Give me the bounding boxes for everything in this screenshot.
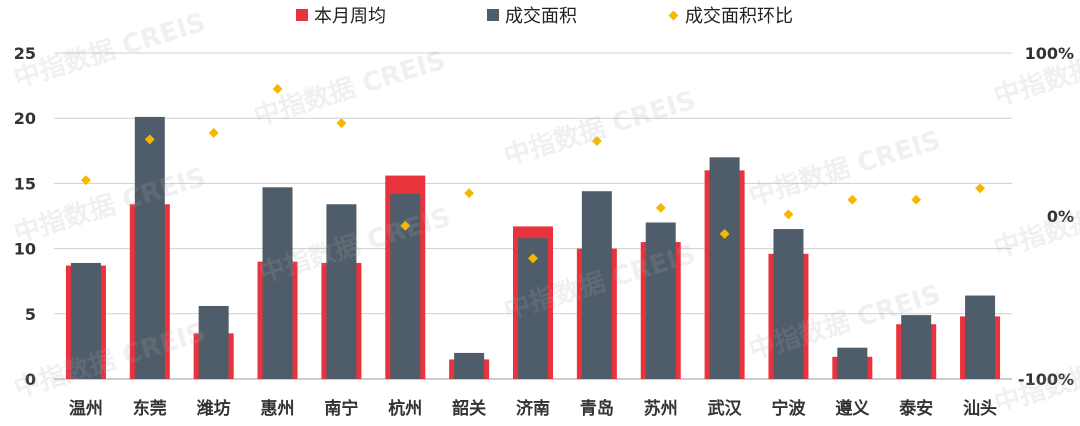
legend-swatch-area — [487, 9, 499, 21]
x-tick-label: 苏州 — [644, 398, 678, 419]
x-tick-label: 遵义 — [835, 398, 869, 419]
point-ratio-遵义 — [847, 194, 858, 205]
y-tick-label: 20 — [14, 109, 36, 128]
point-ratio-宁波 — [783, 209, 794, 220]
y-tick-label: 10 — [14, 240, 36, 259]
bar-area-韶关 — [454, 352, 485, 379]
point-ratio-济南 — [528, 253, 538, 264]
point-ratio-武汉 — [719, 228, 730, 239]
point-ratio-潍坊 — [208, 127, 219, 138]
y-tick-label: 15 — [14, 174, 36, 193]
point-ratio-泰安 — [911, 194, 922, 205]
bar-area-温州 — [70, 262, 101, 379]
bar-area-苏州 — [645, 222, 676, 379]
point-ratio-汕头 — [975, 183, 986, 194]
bar-area-宁波 — [773, 229, 804, 379]
point-ratio-杭州 — [400, 220, 411, 231]
bar-area-泰安 — [901, 315, 932, 379]
y-tick-label: 25 — [14, 44, 36, 63]
x-tick-label: 泰安 — [899, 398, 933, 419]
bar-area-青岛 — [581, 191, 612, 379]
bar-area-南宁 — [326, 204, 357, 379]
x-tick-label: 南宁 — [324, 398, 358, 419]
y-tick-label: 0 — [25, 370, 36, 389]
bar-area-武汉 — [709, 157, 740, 379]
x-tick-label: 武汉 — [708, 398, 743, 419]
x-tick-label: 宁波 — [771, 398, 806, 419]
point-ratio-青岛 — [591, 136, 602, 146]
y2-tick-label: 100% — [1025, 44, 1074, 63]
y2-tick-label: -100% — [1018, 370, 1074, 389]
legend-item-avg: 本月周均 — [296, 2, 386, 28]
legend-swatch-avg — [296, 9, 308, 21]
y-tick-label: 5 — [25, 305, 36, 324]
bar-area-潍坊 — [198, 305, 229, 379]
legend-item-ratio: 成交面积环比 — [667, 2, 793, 28]
x-tick-label: 青岛 — [580, 398, 614, 419]
bar-area-惠州 — [262, 187, 293, 379]
bars — [65, 116, 1001, 379]
x-tick-label: 惠州 — [261, 398, 295, 419]
point-ratio-东莞 — [144, 134, 155, 145]
x-tick-label: 济南 — [516, 398, 550, 419]
point-ratio-苏州 — [655, 202, 666, 213]
legend-label-ratio: 成交面积环比 — [685, 6, 793, 27]
bar-area-汕头 — [965, 295, 996, 379]
x-tick-label: 韶关 — [452, 398, 486, 419]
legend-label-avg: 本月周均 — [314, 6, 386, 27]
x-tick-label: 东莞 — [133, 398, 167, 419]
x-tick-label: 潍坊 — [197, 398, 231, 419]
point-ratio-温州 — [80, 175, 91, 186]
legend-item-area: 成交面积 — [487, 2, 577, 28]
x-tick-label: 汕头 — [963, 399, 997, 419]
bar-area-东莞 — [134, 116, 165, 379]
point-ratio-韶关 — [464, 188, 475, 199]
bar-area-遵义 — [837, 347, 868, 379]
axes: 0 5 10 15 20 25 -100% 0% 100% 温州 东莞 潍坊 惠州 南宁 杭州 韶关 济南 青岛 苏… — [14, 44, 1074, 419]
x-tick-label: 温州 — [69, 399, 103, 419]
y2-tick-label: 0% — [1047, 207, 1074, 226]
legend: 本月周均 成交面积 成交面积环比 — [0, 2, 1080, 28]
point-ratio-惠州 — [272, 83, 283, 94]
x-tick-label: 杭州 — [388, 398, 422, 419]
point-ratio-南宁 — [336, 118, 347, 129]
legend-label-area: 成交面积 — [505, 6, 577, 27]
